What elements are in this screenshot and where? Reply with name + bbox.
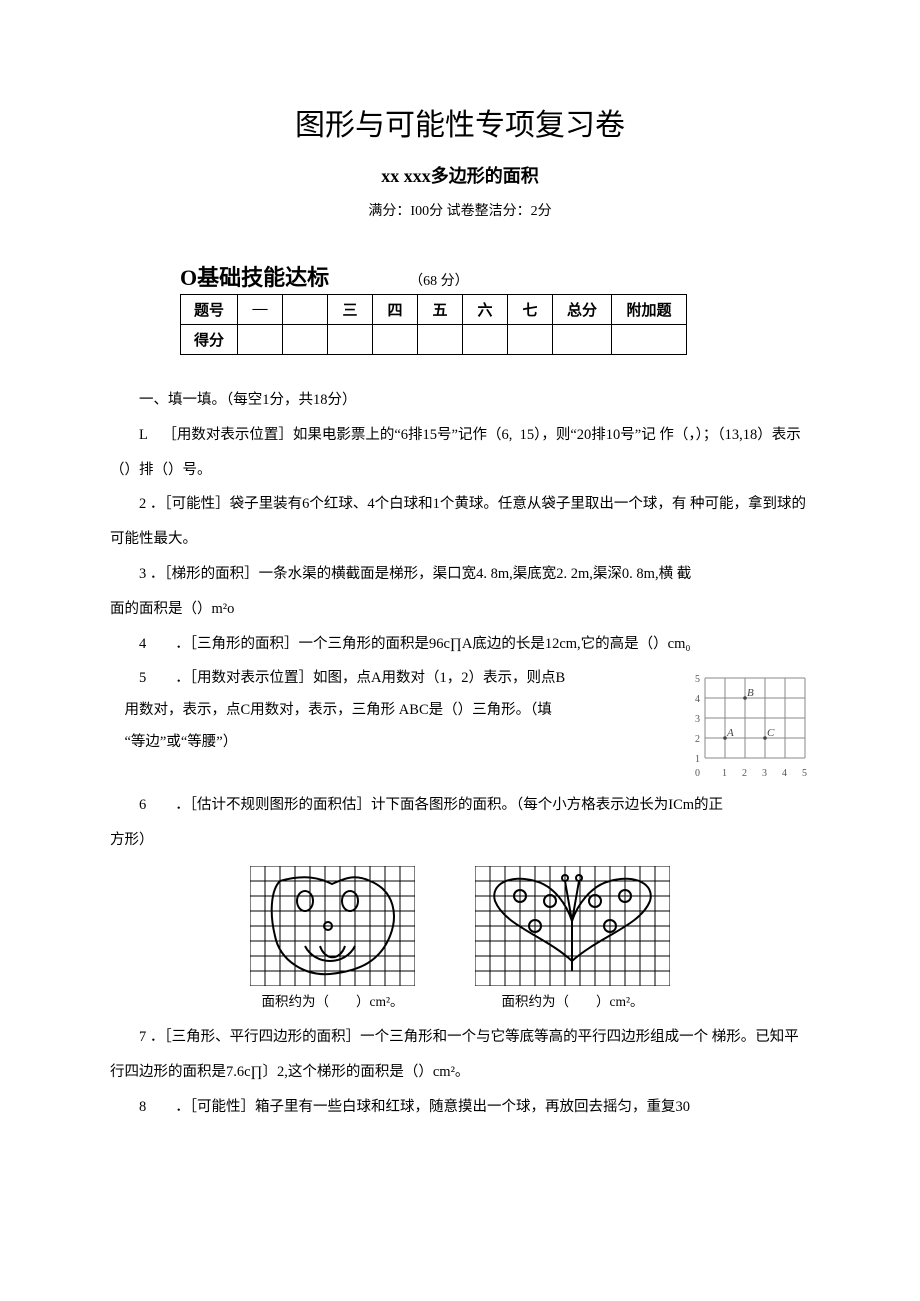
figure-caption-left: 面积约为（ ）cm²。	[250, 990, 415, 1010]
svg-text:C: C	[767, 727, 775, 739]
table-row: 题号 — 三 四 五 六 七 总分 附加题	[181, 295, 687, 325]
grid-shape-right	[475, 866, 670, 986]
th-col: 附加题	[612, 295, 687, 325]
th-col: 四	[373, 295, 418, 325]
question-5-text: 5 ．［用数对表示位置］如图，点A用数对（1，2）表示，则点B 用数对，表示，点…	[110, 663, 680, 759]
section-intro: 一、填一填。（每空1分，共18分）	[110, 383, 810, 418]
score-table: 题号 — 三 四 五 六 七 总分 附加题 得分	[180, 294, 687, 355]
svg-text:1: 1	[695, 754, 700, 765]
page: 图形与可能性专项复习卷 xx xxx多边形的面积 满分：I00分 试卷整洁分：2…	[0, 0, 920, 1184]
svg-text:A: A	[726, 727, 734, 739]
doc-meta: 满分：I00分 试卷整洁分：2分	[110, 200, 810, 220]
question-6b: 方形）	[110, 823, 810, 858]
section-heading-row: O基础技能达标 （68 分）	[180, 260, 810, 292]
svg-text:3: 3	[695, 714, 700, 725]
th-label: 题号	[181, 295, 238, 325]
question-2: 2 ．［可能性］袋子里装有6个红球、4个白球和1个黄球。任意从袋子里取出一个球，…	[110, 487, 810, 557]
score-cell	[328, 325, 373, 355]
figure-caption-right: 面积约为（ ）cm²。	[475, 990, 670, 1010]
question-4: 4 ．［三角形的面积］一个三角形的面积是96c∏A底边的长是12cm,它的高是（…	[110, 627, 810, 662]
coordinate-grid-figure: 5 4 3 2 1 0 1 2 3 4 5 A B C	[690, 673, 810, 788]
score-cell	[612, 325, 687, 355]
question-5c: “等边”或“等腰”）	[110, 727, 680, 759]
question-6a: 6 ．［估计不规则图形的面积估］计下面各图形的面积。（每个小方格表示边长为ICm…	[110, 788, 810, 823]
th-col: 七	[508, 295, 553, 325]
th-col: 五	[418, 295, 463, 325]
section-heading: O基础技能达标	[180, 260, 329, 292]
question-8: 8 ．［可能性］箱子里有一些白球和红球，随意摸出一个球，再放回去摇匀，重复30	[110, 1090, 810, 1125]
score-cell	[508, 325, 553, 355]
question-5b: 用数对，表示，点C用数对，表示，三角形 ABC是（）三角形。（填	[110, 695, 680, 727]
question-5-row: 5 ．［用数对表示位置］如图，点A用数对（1，2）表示，则点B 用数对，表示，点…	[110, 663, 810, 788]
svg-text:2: 2	[742, 768, 747, 779]
score-cell	[373, 325, 418, 355]
question-3b: 面的面积是（）m²o	[110, 592, 810, 627]
row-label: 得分	[181, 325, 238, 355]
svg-text:4: 4	[695, 694, 700, 705]
svg-text:4: 4	[782, 768, 787, 779]
th-col: 总分	[553, 295, 612, 325]
score-cell	[463, 325, 508, 355]
grid-svg: 5 4 3 2 1 0 1 2 3 4 5 A B C	[690, 673, 810, 783]
score-cell	[283, 325, 328, 355]
question-1: L ［用数对表示位置］如果电影票上的“6排15号”记作（6, 15），则“20排…	[110, 418, 810, 488]
figure-left: 面积约为（ ）cm²。	[250, 866, 415, 1010]
svg-text:B: B	[747, 687, 754, 699]
figure-row: 面积约为（ ）cm²。	[110, 866, 810, 1010]
doc-title: 图形与可能性专项复习卷	[110, 100, 810, 144]
section-label: 基础技能达标	[197, 265, 329, 290]
score-cell	[238, 325, 283, 355]
question-7: 7 ．［三角形、平行四边形的面积］一个三角形和一个与它等底等高的平行四边形组成一…	[110, 1020, 810, 1090]
section-points: （68 分）	[409, 270, 469, 290]
svg-text:3: 3	[762, 768, 767, 779]
doc-subtitle: xx xxx多边形的面积	[110, 162, 810, 188]
svg-text:0: 0	[695, 768, 700, 779]
question-5a: 5 ．［用数对表示位置］如图，点A用数对（1，2）表示，则点B	[110, 663, 680, 695]
score-cell	[418, 325, 463, 355]
svg-text:1: 1	[722, 768, 727, 779]
th-col	[283, 295, 328, 325]
th-col: 六	[463, 295, 508, 325]
section-prefix: O	[180, 265, 197, 290]
grid-shape-left	[250, 866, 415, 986]
question-3a: 3 ．［梯形的面积］一条水渠的横截面是梯形，渠口宽4. 8m,渠底宽2. 2m,…	[110, 557, 810, 592]
table-row: 得分	[181, 325, 687, 355]
figure-right: 面积约为（ ）cm²。	[475, 866, 670, 1010]
svg-text:5: 5	[802, 768, 807, 779]
svg-text:2: 2	[695, 734, 700, 745]
th-col: 三	[328, 295, 373, 325]
th-col: —	[238, 295, 283, 325]
svg-text:5: 5	[695, 674, 700, 685]
score-cell	[553, 325, 612, 355]
